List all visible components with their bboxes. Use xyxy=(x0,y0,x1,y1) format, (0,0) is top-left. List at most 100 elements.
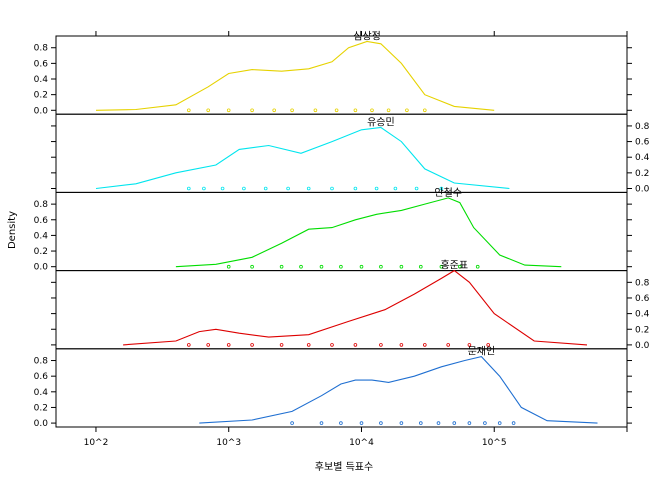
y-tick-label: 0.4 xyxy=(635,153,650,163)
y-tick-label: 0.4 xyxy=(635,310,650,320)
rug-point xyxy=(286,186,290,191)
rug-point xyxy=(439,264,444,269)
y-tick-label: 0.8 xyxy=(635,278,650,288)
x-axis-label: 후보별 득표수 xyxy=(315,461,373,473)
rug-point xyxy=(379,264,383,269)
density-curve xyxy=(175,197,562,268)
rug-point xyxy=(446,343,451,347)
y-tick-label: 0.6 xyxy=(635,138,650,148)
rug-point xyxy=(220,186,225,191)
rug-point xyxy=(418,264,423,269)
rug-point xyxy=(467,343,472,347)
rug-point xyxy=(334,108,339,113)
x-tick-label: 10^5 xyxy=(482,438,507,448)
rug-point xyxy=(475,264,480,269)
y-tick-label: 0.4 xyxy=(34,231,49,241)
rug-point xyxy=(439,186,444,191)
panel-2: 유승민 0.0 0.2 0.4 0.6 0.8 xyxy=(51,113,650,195)
x-axis: 10^2 10^3 10^4 10^5 xyxy=(84,31,628,448)
rug-point xyxy=(353,186,358,191)
rug-point xyxy=(452,421,457,425)
density-curve xyxy=(123,269,588,346)
y-tick-label: 0.8 xyxy=(34,357,49,367)
rug-point xyxy=(418,421,423,425)
rug-point xyxy=(250,108,254,113)
panel-frame xyxy=(55,348,628,428)
rug-point xyxy=(353,343,358,347)
rug-point xyxy=(339,264,343,269)
rug-point xyxy=(306,186,311,191)
y-tick-label: 0.4 xyxy=(34,75,49,85)
y-tick-label: 0.6 xyxy=(34,59,49,69)
rug-point xyxy=(370,108,374,113)
panel-5: 문재인 0.0 0.2 0.4 0.6 0.8 xyxy=(34,346,632,429)
x-tick-label: 10^2 xyxy=(84,438,109,448)
y-tick-label: 0.2 xyxy=(34,91,48,101)
y-axis-label: Density xyxy=(7,211,18,249)
rug-point xyxy=(457,264,462,269)
panel-label: 안철수 xyxy=(434,187,462,199)
y-tick-label: 0.6 xyxy=(34,216,49,226)
x-tick-label: 10^4 xyxy=(349,438,374,448)
rug-point xyxy=(206,343,211,347)
rug-point xyxy=(374,186,379,191)
rug-point xyxy=(187,343,191,347)
rug-point xyxy=(226,343,231,347)
rug-point xyxy=(359,421,364,425)
panel-label: 홍준표 xyxy=(440,259,468,272)
rug-point xyxy=(436,421,441,425)
panel-frame xyxy=(55,113,628,193)
panel-3: 안철수 0.0 0.2 0.4 0.6 0.8 xyxy=(34,187,632,273)
rug-point xyxy=(422,343,427,347)
panel-1: 심상정 0.0 0.2 0.4 0.6 0.8 xyxy=(34,31,632,116)
y-tick-label: 0.0 xyxy=(34,419,49,429)
rug-point xyxy=(206,108,211,113)
rug-point xyxy=(467,421,472,425)
y-tick-label: 0.2 xyxy=(635,169,649,179)
y-tick-label: 0.8 xyxy=(34,200,49,210)
rug-point xyxy=(319,264,324,269)
y-tick-label: 0.0 xyxy=(635,341,650,351)
density-curve xyxy=(95,40,495,111)
panels-group: 심상정 0.0 0.2 0.4 0.6 0.8 유승민 0.0 0.2 0.4 0.6 0.8 안철수 0… xyxy=(34,31,650,430)
rug-point xyxy=(299,264,303,269)
rug-point xyxy=(330,343,334,347)
y-tick-label: 0.0 xyxy=(34,106,49,116)
rug-point xyxy=(250,264,254,269)
rug-point xyxy=(379,343,383,347)
density-curve xyxy=(95,126,510,190)
rug-point xyxy=(330,186,334,191)
rug-point xyxy=(290,421,294,425)
y-tick-label: 0.8 xyxy=(635,122,650,132)
panel-label: 문재인 xyxy=(468,346,496,358)
rug-point xyxy=(272,108,277,113)
rug-point xyxy=(399,264,404,269)
rug-point xyxy=(486,343,491,347)
rug-point xyxy=(279,343,284,347)
rug-point xyxy=(290,108,294,113)
y-tick-label: 0.8 xyxy=(34,44,49,54)
rug-point xyxy=(393,186,398,191)
y-tick-label: 0.0 xyxy=(34,263,49,273)
rug-point xyxy=(306,343,311,347)
rug-point xyxy=(187,108,191,113)
rug-point xyxy=(511,421,516,425)
rug-point xyxy=(263,186,268,191)
rug-point xyxy=(226,108,231,113)
rug-point xyxy=(279,264,284,269)
rug-point xyxy=(405,108,409,113)
density-curve xyxy=(199,355,598,424)
rug-point xyxy=(313,108,318,113)
rug-point xyxy=(414,186,419,191)
rug-point xyxy=(399,421,404,425)
y-tick-label: 0.2 xyxy=(34,247,48,257)
y-tick-label: 0.2 xyxy=(34,403,48,413)
y-tick-label: 0.2 xyxy=(635,325,649,335)
rug-point xyxy=(353,108,358,113)
rug-point xyxy=(202,186,206,191)
rug-point xyxy=(386,108,391,113)
rug-point xyxy=(242,186,246,191)
rug-point xyxy=(226,264,231,269)
rug-point xyxy=(483,421,487,425)
